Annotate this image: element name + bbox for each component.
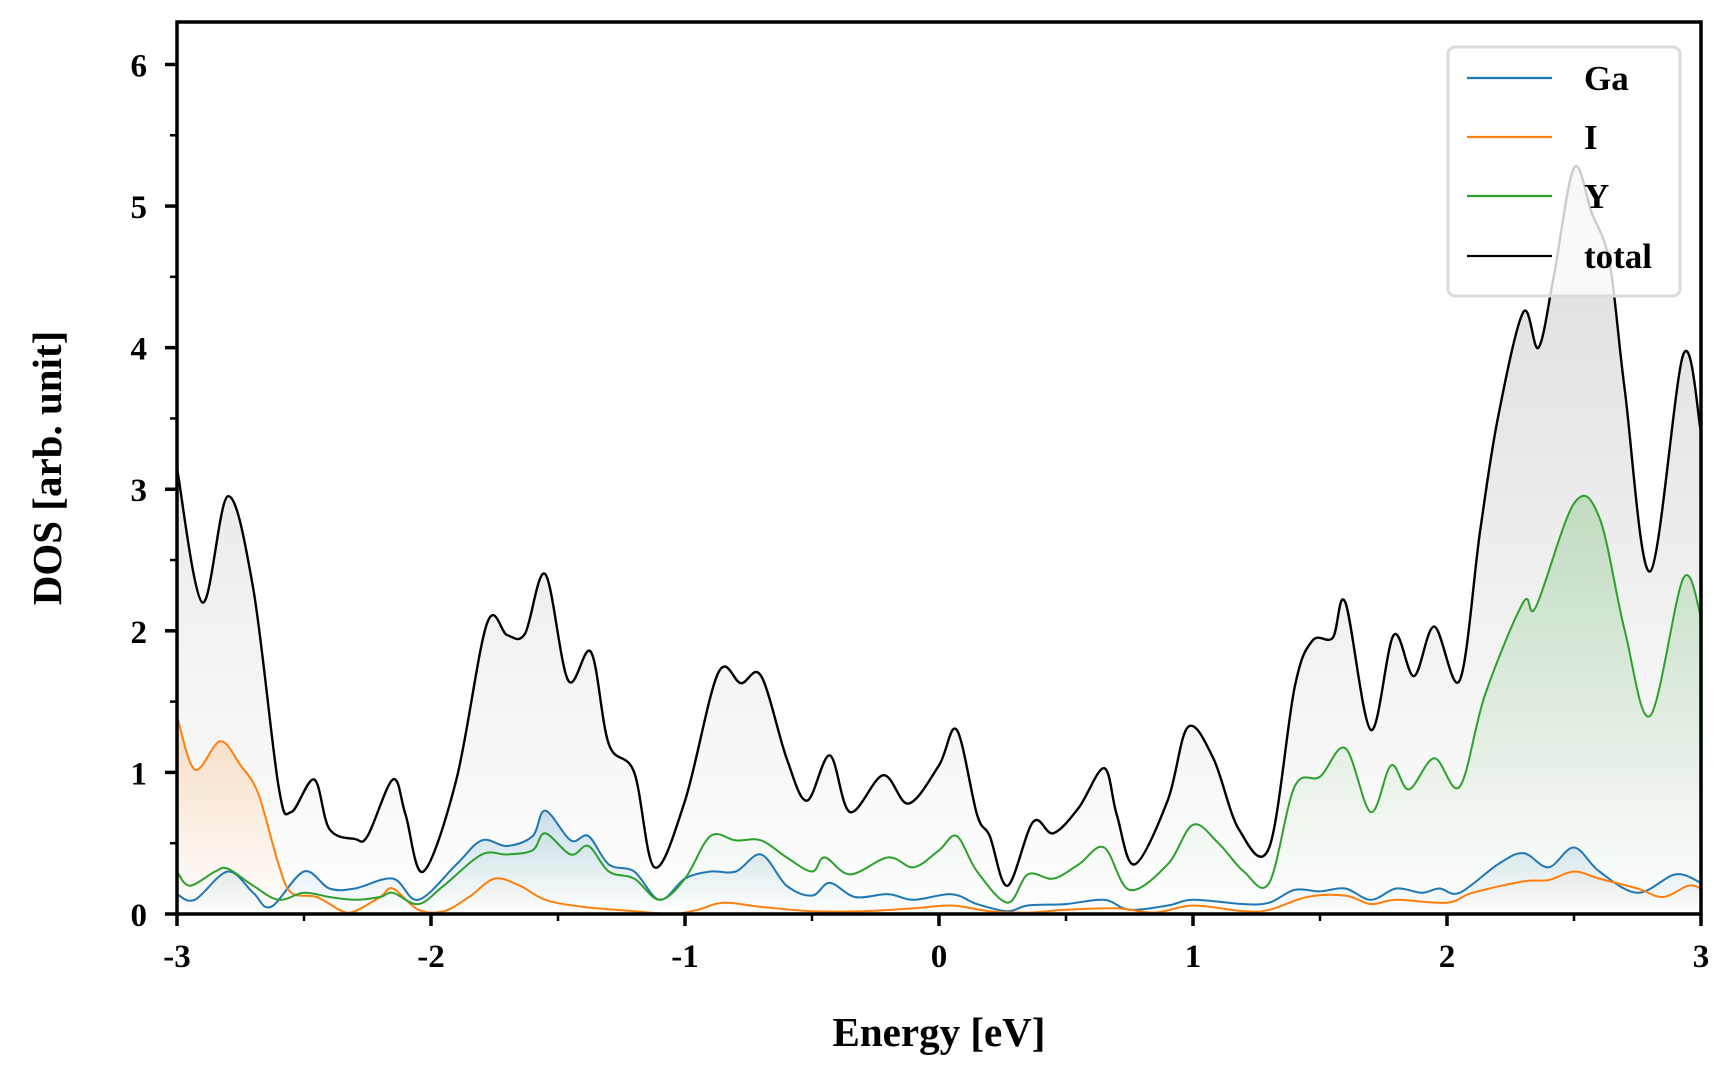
x-axis-label: Energy [eV] xyxy=(833,1009,1046,1055)
area-fill-y xyxy=(177,495,1701,914)
legend-label-ga: Ga xyxy=(1584,59,1629,98)
x-tick-label: -3 xyxy=(163,939,191,975)
series-line-ga xyxy=(176,809,1702,913)
area-fills xyxy=(177,166,1701,914)
y-axis-label: DOS [arb. unit] xyxy=(24,331,70,606)
series-line-i xyxy=(176,715,1702,916)
series-lines xyxy=(175,164,1703,916)
legend-box xyxy=(1446,45,1682,298)
x-tick-label: 3 xyxy=(1693,939,1710,975)
legend-label-y: Y xyxy=(1584,177,1609,216)
legend-label-total: total xyxy=(1584,237,1652,276)
series-line-y xyxy=(176,494,1702,906)
area-fill-total xyxy=(177,166,1701,914)
y-tick-label: 5 xyxy=(131,190,148,226)
axes: -3 -2 -1 0 1 2 3 0 1 2 3 4 5 6 xyxy=(131,20,1710,975)
series-line-total xyxy=(175,164,1703,887)
x-tick-label: -2 xyxy=(417,939,445,975)
y-tick-label: 3 xyxy=(131,473,148,509)
y-tick-label: 1 xyxy=(131,756,148,792)
y-tick-label: 2 xyxy=(131,615,148,651)
x-tick-label: 1 xyxy=(1185,939,1202,975)
y-tick-label: 4 xyxy=(131,332,148,368)
x-tick-label: 0 xyxy=(931,939,948,975)
legend-label-i: I xyxy=(1584,118,1598,157)
x-tick-label: 2 xyxy=(1439,939,1456,975)
x-tick-label: -1 xyxy=(671,939,699,975)
y-tick-label: 6 xyxy=(131,48,148,84)
y-tick-label: 0 xyxy=(131,898,148,934)
